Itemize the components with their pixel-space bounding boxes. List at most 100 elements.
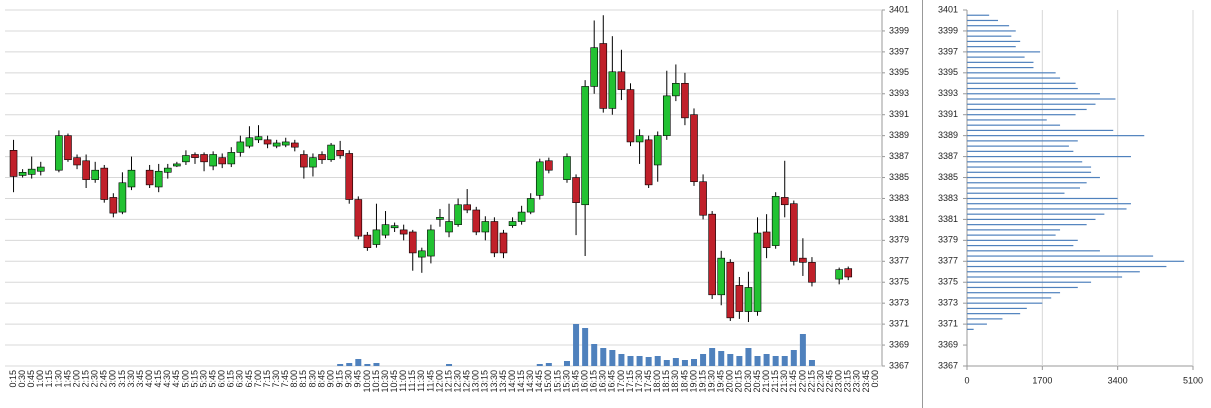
profile-bar — [967, 281, 1092, 283]
candle-body — [218, 157, 227, 165]
x-tick-label: 4:30 — [162, 370, 172, 388]
x-tick-label: 13:15 — [480, 370, 490, 393]
candle-body — [844, 268, 853, 278]
volume-bar — [718, 351, 725, 366]
x-tick-label: 16:00 — [580, 370, 590, 393]
x-tick-label: 1:45 — [62, 370, 72, 388]
volume-bar — [600, 348, 607, 366]
y-tick-label: 3375 — [938, 277, 958, 287]
x-tick-label: 22:30 — [815, 370, 825, 393]
x-tick-label: 18:00 — [652, 370, 662, 393]
candle-body — [154, 170, 163, 188]
profile-bar — [967, 255, 1154, 257]
volume-bar — [373, 363, 380, 366]
candle-body — [835, 269, 843, 280]
volume-bar — [681, 360, 688, 366]
candle-body — [82, 160, 90, 180]
x-tick-label: 10:45 — [389, 370, 399, 393]
x-tick-label: 6:00 — [217, 370, 227, 388]
y-tick-label: 3373 — [889, 298, 909, 308]
profile-bar — [967, 98, 1116, 100]
volume-bar — [337, 364, 344, 366]
y-tick-label: 3397 — [889, 46, 909, 56]
y-tick-label: 3377 — [889, 256, 909, 266]
x-tick-label: 13:45 — [498, 370, 508, 393]
x-tick-label: 17:30 — [634, 370, 644, 393]
candle-body — [499, 232, 508, 254]
profile-bar — [967, 103, 1096, 105]
x-tick-label: 14:45 — [534, 370, 544, 393]
volume-bar — [654, 356, 661, 366]
volume-bar — [781, 356, 788, 366]
profile-bar — [967, 323, 987, 325]
x-tick-label: 19:00 — [688, 370, 698, 393]
volume-bar — [627, 356, 634, 366]
candle-body — [445, 221, 453, 233]
candle-body — [100, 167, 109, 200]
profile-bar — [967, 114, 1076, 116]
candle-body — [345, 153, 354, 200]
profile-bar — [967, 19, 999, 22]
candle-body — [808, 262, 816, 283]
candle-body — [599, 43, 608, 109]
profile-bar — [967, 145, 1069, 147]
y-tick-label: 3379 — [938, 235, 958, 245]
profile-bar — [967, 82, 1076, 84]
profile-bar — [967, 93, 1100, 95]
candle-body — [9, 150, 18, 177]
profile-bar — [967, 51, 1041, 53]
x-tick-label: 6:15 — [226, 370, 236, 388]
x-tick-label: 18:45 — [679, 370, 689, 393]
x-tick-label: 1700 — [1032, 375, 1052, 385]
profile-bar — [967, 318, 1003, 320]
volume-bar — [700, 354, 707, 366]
y-tick-label: 3377 — [938, 256, 958, 266]
y-tick-label: 3387 — [889, 151, 909, 161]
candle-body — [300, 154, 308, 168]
candle-body — [399, 229, 408, 235]
x-tick-label: 22:00 — [797, 370, 807, 393]
y-tick-label: 3393 — [889, 88, 909, 98]
candle-body — [581, 86, 589, 206]
y-tick-label: 3371 — [938, 318, 958, 328]
volume-bar — [536, 364, 543, 366]
profile-bar — [967, 250, 1100, 252]
x-tick-label: 11:15 — [407, 370, 417, 392]
profile-bar — [967, 61, 1034, 63]
profile-bar — [967, 234, 1056, 236]
x-tick-label: 2:00 — [71, 370, 81, 388]
x-tick-label: 18:30 — [670, 370, 680, 393]
volume-bar — [772, 356, 779, 366]
volume-bar — [736, 356, 743, 366]
profile-bar — [967, 328, 974, 330]
candle-body — [744, 287, 753, 312]
profile-bar — [967, 119, 1047, 121]
profile-bar — [967, 307, 1027, 310]
y-tick-label: 3389 — [938, 130, 958, 140]
x-tick-label: 14:30 — [525, 370, 535, 393]
candle-body — [91, 169, 99, 180]
profile-bar — [967, 297, 1052, 299]
volume-bar — [573, 324, 580, 366]
profile-bar — [967, 35, 1012, 37]
x-tick-label: 5100 — [1183, 375, 1203, 385]
x-tick-label: 15:00 — [543, 370, 553, 393]
volume-bar — [663, 360, 670, 366]
y-tick-label: 3385 — [938, 172, 958, 182]
x-tick-label: 15:45 — [570, 370, 580, 393]
candle-body — [200, 154, 208, 163]
x-tick-label: 21:15 — [770, 370, 780, 393]
profile-bar — [967, 77, 1061, 79]
x-tick-label: 17:00 — [616, 370, 626, 393]
volume-bar — [609, 350, 616, 366]
candle-body — [535, 161, 544, 196]
profile-bar — [967, 135, 1145, 137]
x-tick-label: 23:30 — [852, 370, 862, 393]
profile-bar — [967, 213, 1105, 215]
y-tick-label: 3399 — [938, 25, 958, 35]
volume-bar — [355, 359, 362, 366]
candle-body — [517, 211, 526, 222]
x-tick-label: 19:15 — [697, 370, 707, 393]
volume-bar — [545, 363, 552, 366]
